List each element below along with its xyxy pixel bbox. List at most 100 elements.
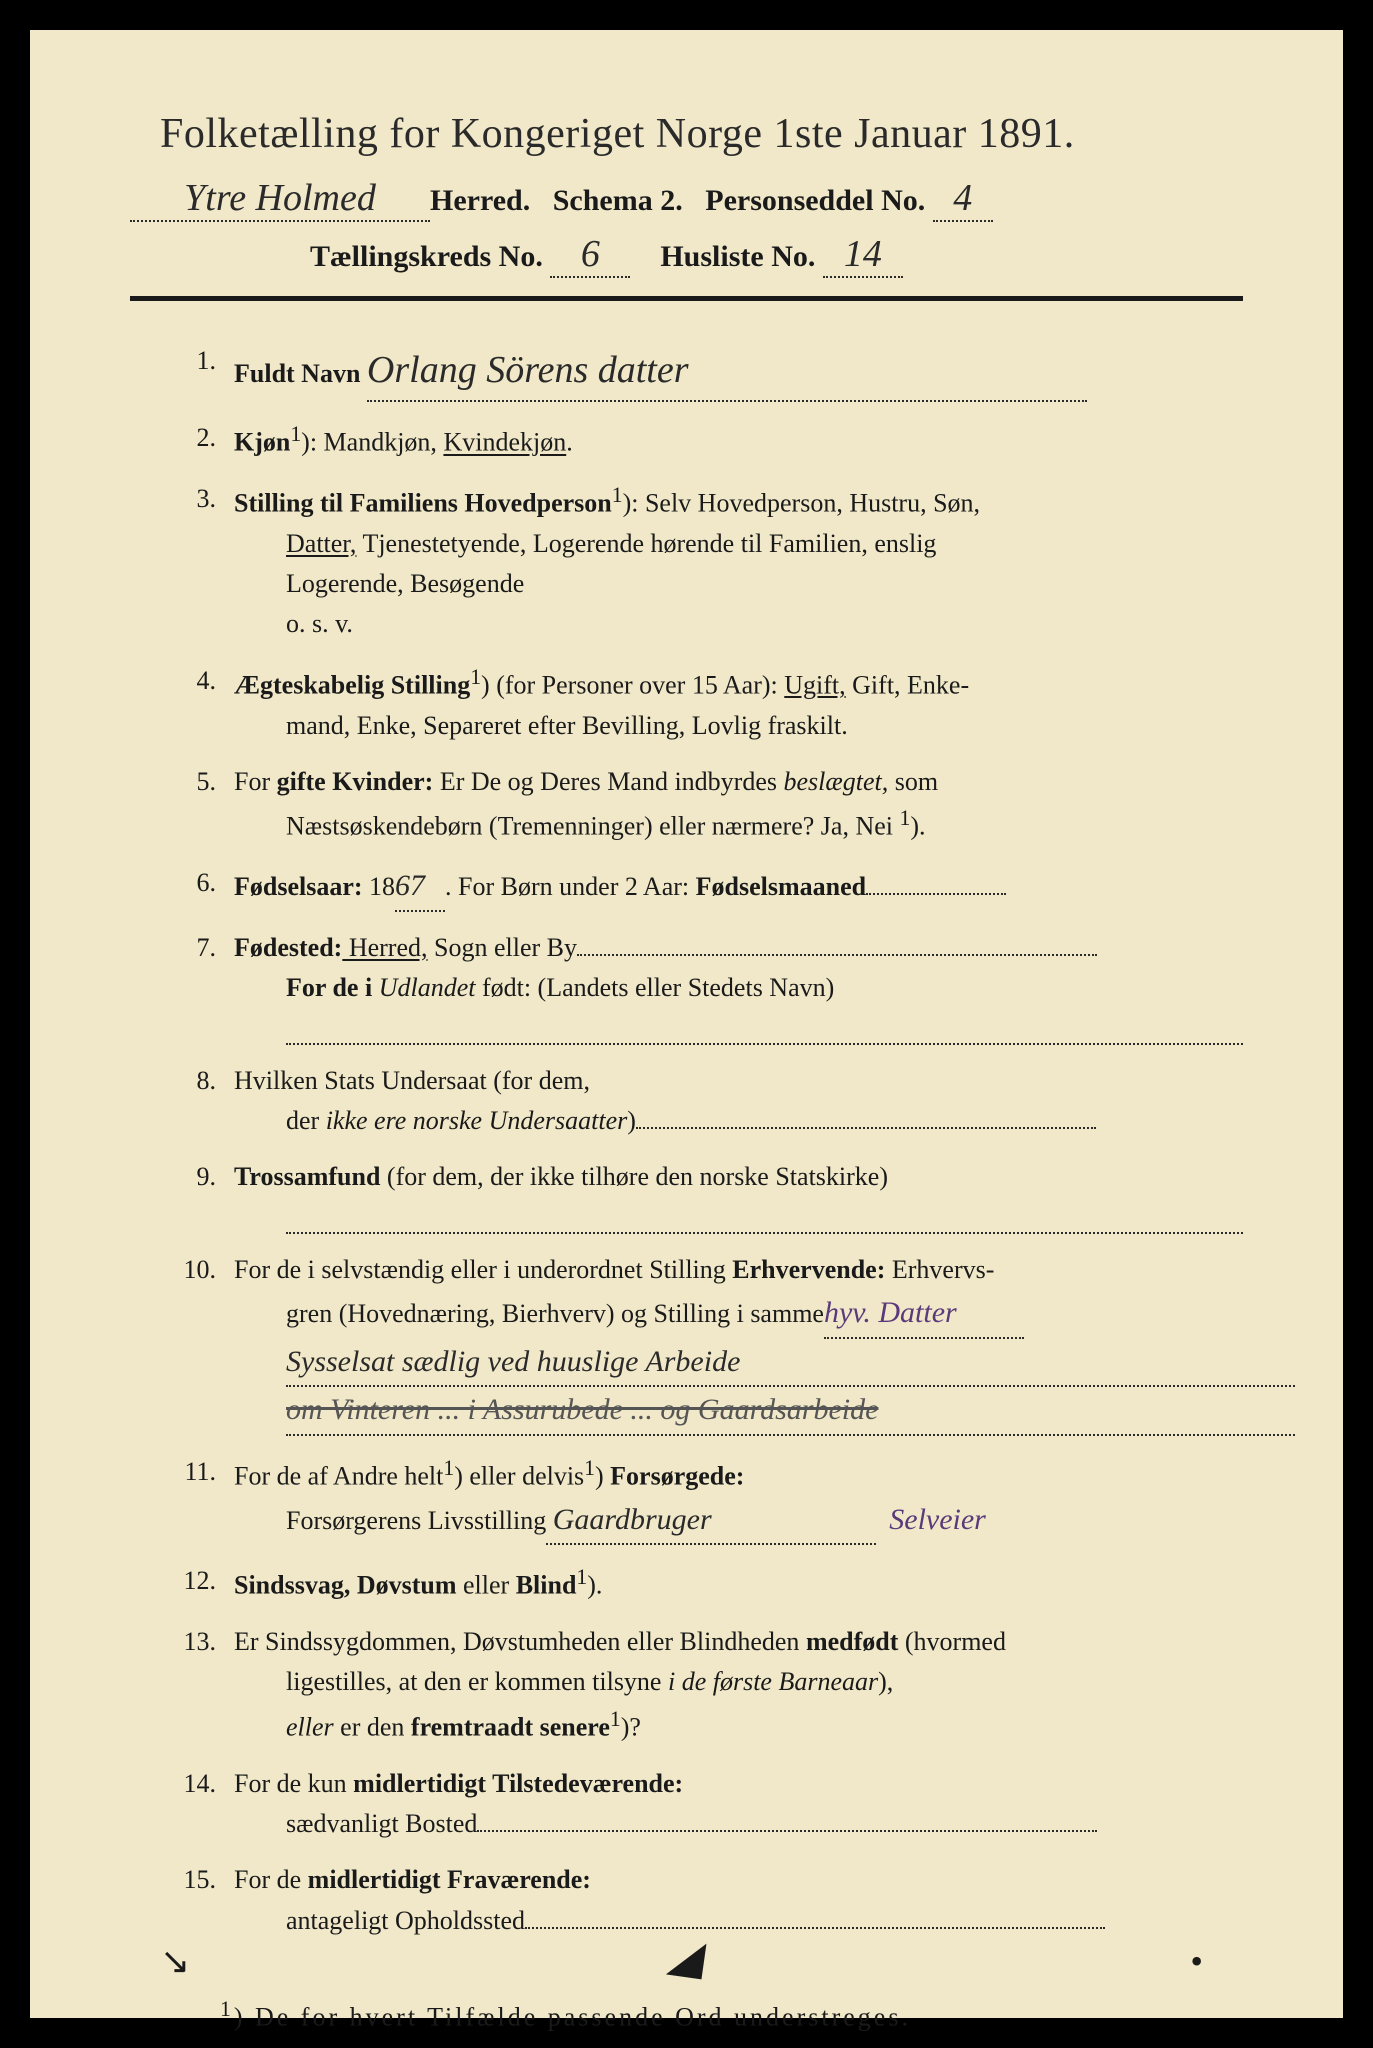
item-6: 6. Fødselsaar: 1867. For Børn under 2 Aa… [170,863,1243,912]
item-number: 9. [170,1157,234,1234]
line4: o. s. v. [286,604,1243,644]
husliste-no: 14 [823,232,903,278]
herred-label: Herred. [430,184,530,217]
footnote-text: ) De for hvert Tilfælde passende Ord und… [234,2003,911,2032]
text: Hvilken Stats Undersaat (for dem, [234,1066,590,1095]
kreds-no: 6 [550,232,630,278]
barneaar: i de første Barneaar [668,1667,878,1696]
kvindekjon: Kvindekjøn [443,428,566,457]
sup: 1 [443,1456,454,1480]
erhverv-script: Sysselsat sædlig ved huuslige Arbeide [286,1345,740,1378]
fodselsmaaned-label: Fødselsmaaned [696,872,866,901]
rest: som [888,767,938,796]
fuldt-navn-value: Orlang Sörens datter [367,349,689,391]
text2: ) [595,1461,610,1490]
item-14: 14. For de kun midlertidigt Tilstedevære… [170,1764,1243,1845]
divider [130,296,1243,301]
item-label: Stilling til Familiens Hovedperson [234,489,612,518]
medfodt: medfødt [806,1627,898,1656]
item-label: Erhvervende: [732,1255,885,1284]
beslaegtet: beslægtet, [784,767,889,796]
text: ): Selv Hovedperson, Hustru, Søn, [623,489,980,518]
text: . For Børn under 2 Aar: [445,872,696,901]
line2: ligestilles, at den er kommen tilsyne [286,1667,668,1696]
item-number: 13. [170,1622,234,1748]
item-label: Sindssvag, Døvstum [234,1571,457,1600]
page-title: Folketælling for Kongeriget Norge 1ste J… [160,110,1243,158]
item-label: gifte Kvinder: [277,767,434,796]
item-3: 3. Stilling til Familiens Hovedperson1):… [170,479,1243,645]
line2: gren (Hovednæring, Bierhverv) og Stillin… [286,1299,824,1328]
item-15: 15. For de midlertidigt Fraværende: anta… [170,1860,1243,1941]
item-12: 12. Sindssvag, Døvstum eller Blind1). [170,1561,1243,1606]
item-number: 10. [170,1250,234,1436]
item-label: midlertidigt Tilstedeværende: [353,1769,683,1798]
opholdssted-field [525,1927,1105,1929]
item-label: Ægteskabelig Stilling [234,670,470,699]
text: Er De og Deres Mand indbyrdes [433,767,783,796]
ugift: Ugift, [784,670,845,699]
text: Sogn eller By [428,933,578,962]
kreds-label: Tællingskreds No. [310,240,543,273]
item-number: 3. [170,479,234,645]
rest: (hvormed [898,1627,1006,1656]
header-row-1: Ytre HolmedHerred. Schema 2. Personsedde… [130,176,1243,222]
mid: eller [457,1571,516,1600]
sup: 1 [610,1707,621,1731]
item-number: 11. [170,1452,234,1545]
line2: Forsørgerens Livsstilling [286,1506,546,1535]
text: ): Mandkjøn, [301,428,443,457]
personseddel-no: 4 [933,176,993,222]
udlandet-field [286,1008,1243,1044]
line2rest: ), [878,1667,893,1696]
item-number: 5. [170,762,234,847]
sup: 1 [900,806,911,830]
erhverv-purple: hyv. Datter [824,1296,957,1329]
item-label: Fødested: [234,933,342,962]
trail: ). [587,1571,602,1600]
form-items: 1. Fuldt Navn Orlang Sörens datter 2. Kj… [170,341,1243,1941]
census-form-page: Folketælling for Kongeriget Norge 1ste J… [30,30,1343,2018]
item-number: 6. [170,863,234,912]
item-number: 1. [170,341,234,402]
line3: er den [334,1712,411,1741]
pre: For de kun [234,1769,353,1798]
sup: 1 [584,1456,595,1480]
text: For de af Andre helt [234,1461,443,1490]
item-number: 7. [170,928,234,1045]
item-number: 2. [170,418,234,463]
item-4: 4. Ægteskabelig Stilling1) (for Personer… [170,661,1243,746]
line2-rest: Tjenestetyende, Logerende hørende til Fa… [356,529,936,558]
line2b: For de i [286,973,379,1002]
eller: eller [286,1712,334,1741]
year-value: 67 [395,863,445,912]
trail: ). [910,812,925,841]
line2: mand, Enke, Separeret efter Bevilling, L… [286,706,1243,746]
sup: 1 [612,483,623,507]
page-mark-right: • [1190,1940,1203,1982]
fremtraadt: fremtraadt senere [411,1712,610,1741]
text: ) (for Personer over 15 Aar): [481,670,784,699]
item-number: 15. [170,1860,234,1941]
trossamfund-field [286,1198,1243,1234]
footnote-sup: 1 [220,1997,234,2021]
bosted-field [477,1830,1097,1832]
text: Er Sindssygdommen, Døvstumheden eller Bl… [234,1627,806,1656]
item-number: 12. [170,1561,234,1606]
trail: ) [627,1106,636,1135]
item-label: Forsørgede: [610,1461,744,1490]
forsorger-purple: Selveier [889,1503,986,1536]
item-number: 4. [170,661,234,746]
header-row-2: Tællingskreds No. 6 Husliste No. 14 [310,232,1243,278]
item-label: Fødselsaar: [234,872,363,901]
page-mark-center: ◢ [666,1929,707,1984]
sup: 1 [470,665,481,689]
item-label: midlertidigt Fraværende: [308,1865,591,1894]
pre: For [234,767,277,796]
erhverv-struck: om Vinteren ... i Assurubede ... og Gaar… [286,1393,878,1426]
item-1: 1. Fuldt Navn Orlang Sörens datter [170,341,1243,402]
item-label: Fuldt Navn [234,359,360,388]
line2: sædvanligt Bosted [286,1809,477,1838]
rest: Gift, Enke- [846,670,969,699]
blind-label: Blind [516,1571,577,1600]
